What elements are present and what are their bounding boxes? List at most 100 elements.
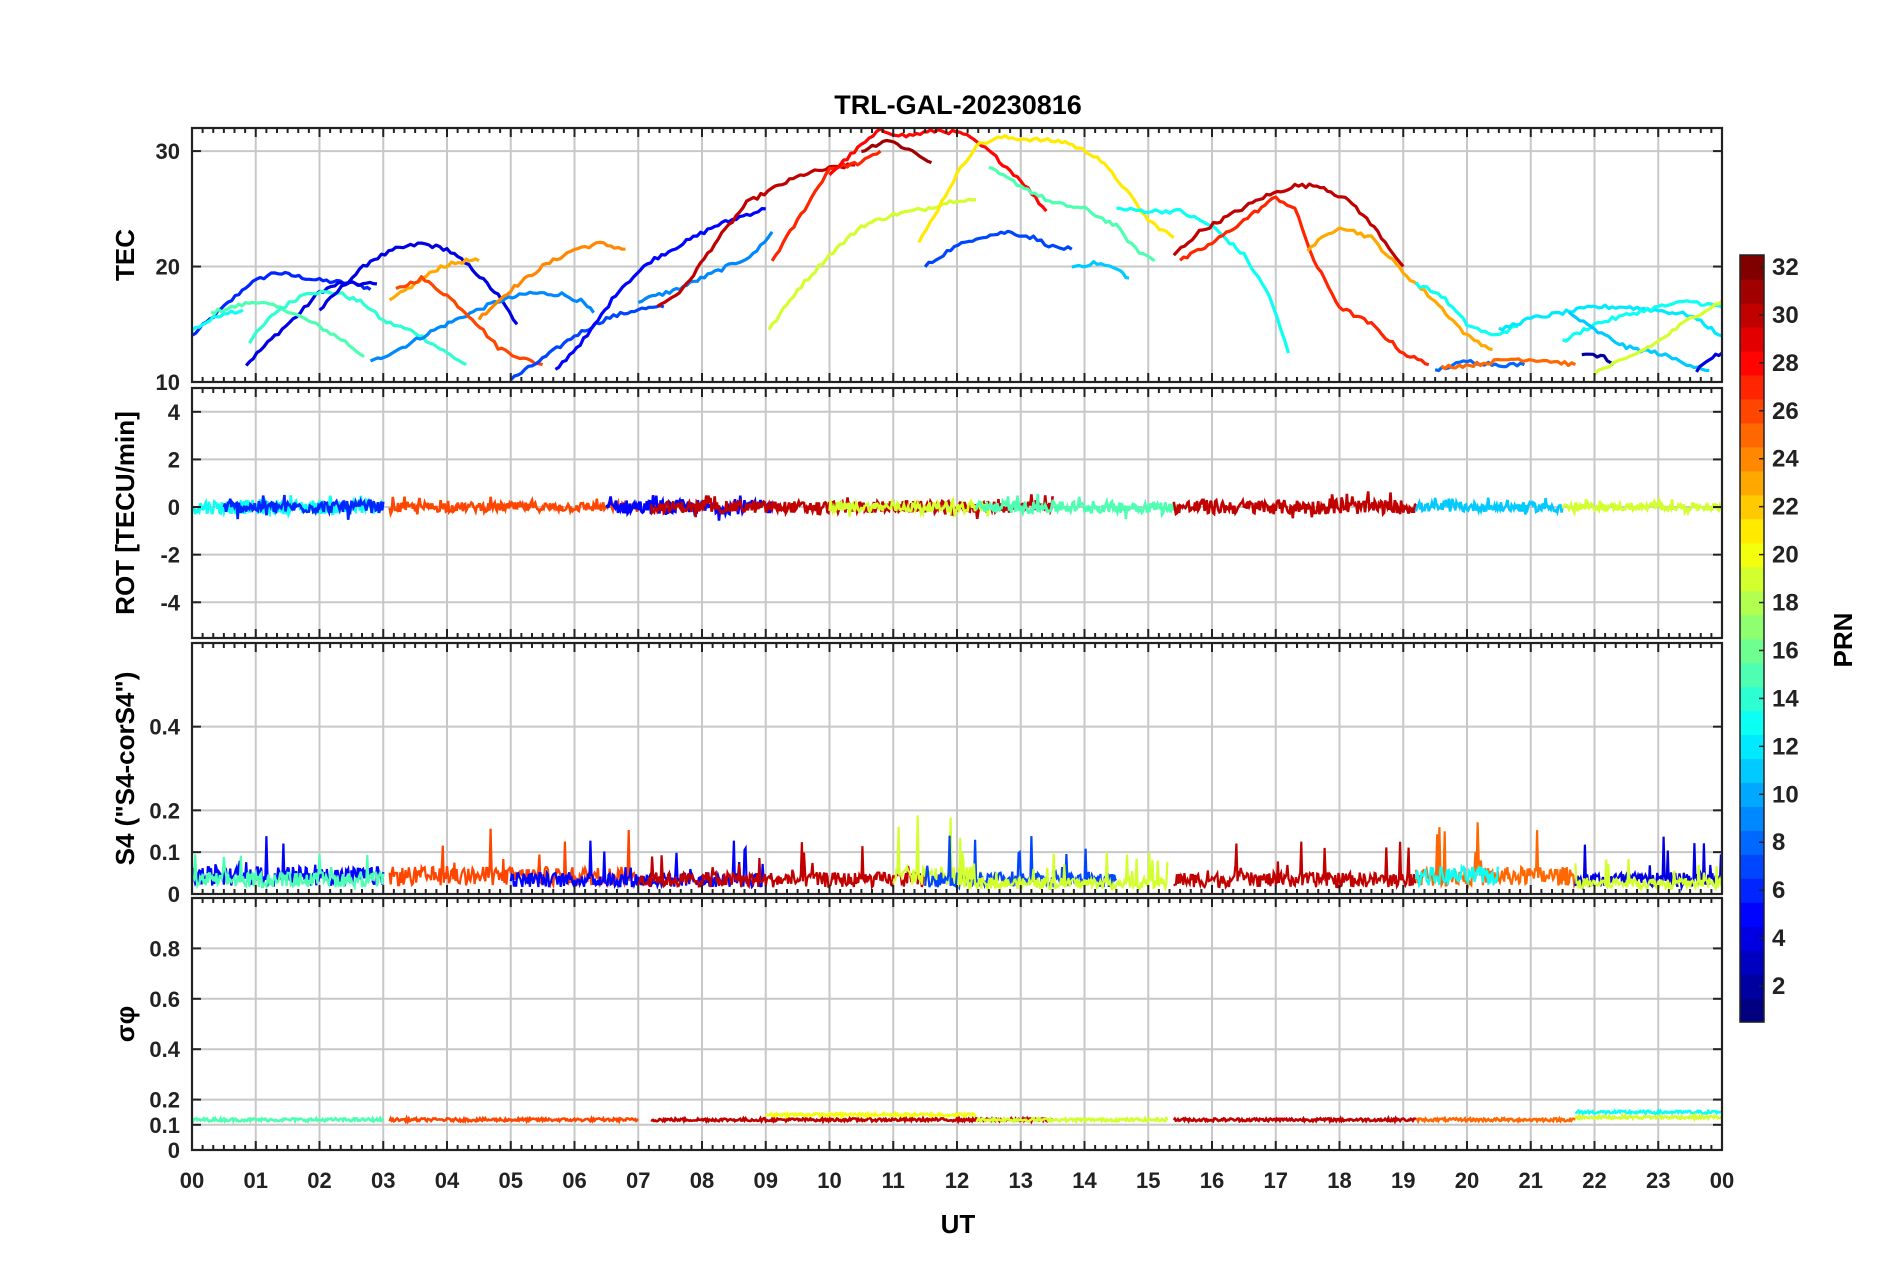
tec-series-prn-14 [248, 289, 467, 367]
rot-series-prn-11 [1414, 497, 1564, 517]
x-tick-label: 00 [1710, 1168, 1734, 1193]
colorbar-label: PRN [1828, 613, 1858, 668]
x-tick-label: 04 [435, 1168, 460, 1193]
colorbar-tick-label: 14 [1772, 685, 1799, 712]
colorbar-tick-label: 22 [1772, 494, 1799, 521]
colorbar-frame [1739, 254, 1765, 1023]
colorbar-tick-label: 28 [1772, 350, 1799, 377]
tec-series-prn-2 [1581, 352, 1615, 367]
s4-series-prn-19 [1574, 858, 1722, 893]
tec-y-tick-label: 30 [156, 139, 180, 164]
sigma_phi-y-tick-label: 0.1 [149, 1113, 180, 1138]
x-tick-label: 21 [1519, 1168, 1543, 1193]
tec-series-prn-9 [637, 230, 774, 304]
x-tick-label: 10 [817, 1168, 841, 1193]
colorbar-tick-label: 24 [1772, 446, 1799, 473]
s4-y-tick-label: 0.1 [149, 840, 180, 865]
tec-series-prn-26 [395, 275, 544, 367]
colorbar-swatch [1740, 662, 1764, 688]
colorbar-swatch [1740, 374, 1764, 400]
sigma_phi-y-tick-label: 0.6 [149, 987, 180, 1012]
colorbar-swatch [1740, 758, 1764, 783]
tec-series-prn-4 [318, 241, 519, 326]
rot-y-tick-label: 2 [168, 447, 180, 472]
x-tick-label: 12 [945, 1168, 969, 1193]
tec-series-prn-27 [1179, 195, 1430, 367]
tec-series-prn-25 [1440, 357, 1577, 371]
sigma_phi-series-prn-26 [388, 1114, 639, 1125]
sigma_phi-y-tick-label: 0.4 [149, 1037, 180, 1062]
x-tick-label: 15 [1136, 1168, 1160, 1193]
colorbar-swatch [1740, 614, 1764, 640]
sigma_phi-y-tick-label: 0.2 [149, 1088, 180, 1113]
rot-data [192, 491, 1722, 521]
s4-series-prn-5 [192, 836, 385, 888]
colorbar-swatch [1740, 806, 1764, 831]
tec-series-prn-23 [1306, 226, 1493, 352]
sigma_phi-series-prn-25 [1415, 1115, 1576, 1125]
sigma_phi-panel: 00.10.2 0.4 0.6 0.8 σφ [110, 896, 1724, 1163]
x-tick-label: 06 [562, 1168, 586, 1193]
x-tick-label: 09 [754, 1168, 778, 1193]
rot-panel: -4 -2 0 2 4 ROT [TECU/min] [110, 386, 1724, 640]
s4-series-prn-30 [1173, 841, 1417, 891]
tec-series-prn-6 [192, 270, 372, 337]
colorbar-tick-label: 4 [1772, 925, 1786, 952]
colorbar-swatch [1740, 998, 1764, 1023]
tec-data [192, 128, 1722, 381]
tec-series-prn-28 [828, 128, 1048, 213]
x-tick-label: 17 [1264, 1168, 1288, 1193]
tec-series-prn-9 [369, 290, 595, 363]
tec-series-prn-27 [770, 149, 882, 262]
x-tick-label: 22 [1582, 1168, 1606, 1193]
x-tick-label: 08 [690, 1168, 714, 1193]
rot-series-prn-5 [605, 495, 774, 521]
colorbar-swatch [1740, 710, 1764, 735]
x-tick-label: 07 [626, 1168, 650, 1193]
sigma_phi-series-prn-19 [975, 1115, 1169, 1125]
tec-series-prn-11 [1071, 260, 1130, 280]
tec-series-prn-4 [244, 280, 378, 367]
sigma_phi-series-prn-20 [765, 1110, 977, 1120]
tec-series-prn-30 [1172, 182, 1405, 268]
x-tick-label: 14 [1072, 1168, 1097, 1193]
tec-series-prn-13 [192, 308, 244, 332]
x-tick-label: 02 [307, 1168, 331, 1193]
colorbar-tick-label: 20 [1772, 542, 1799, 569]
tec-series-prn-23 [388, 257, 480, 302]
chart-title: TRL-GAL-20230816 [834, 90, 1082, 120]
x-tick-label: 20 [1455, 1168, 1479, 1193]
sigma_phi-y-tick-label: 0 [168, 1138, 180, 1163]
tec-series-prn-13 [1116, 206, 1291, 354]
colorbar-tick-label: 12 [1772, 733, 1799, 760]
tec-series-prn-24 [477, 240, 626, 321]
tec-series-prn-21 [917, 134, 1175, 244]
s4-series-prn-26 [388, 828, 640, 890]
x-tick-label: 03 [371, 1168, 395, 1193]
colorbar-swatch [1740, 950, 1764, 975]
colorbar-swatch [1740, 422, 1764, 448]
tec-series-prn-19 [767, 197, 977, 331]
tec-series-prn-15 [988, 165, 1156, 263]
x-tick-labels: 00 01 02 03 04 05 06 07 08 09 10 11 12 13 14 15 16 17 18 19… [180, 1168, 1734, 1193]
rot-y-tick-label: 4 [168, 400, 181, 425]
tec-series-prn-7 [923, 229, 1073, 268]
tec-panel: 10 20 30 TEC [110, 126, 1724, 395]
sigma_phi-series-prn-13 [1574, 1107, 1722, 1117]
colorbar-swatch [1740, 854, 1764, 879]
rot-y-tick-label: 0 [168, 495, 180, 520]
colorbar-tick-label: 30 [1772, 302, 1799, 329]
colorbar-tick-label: 2 [1772, 973, 1785, 1000]
rot-series-prn-6 [222, 494, 385, 520]
rot-y-tick-label: -2 [160, 543, 180, 568]
rot-series-prn-15 [974, 493, 1176, 520]
s4-series-prn-19 [956, 852, 1169, 893]
s4-series-prn-13 [1414, 863, 1500, 889]
colorbar-tick-label: 8 [1772, 829, 1785, 856]
tec-y-tick-label: 10 [156, 370, 180, 395]
x-tick-label: 01 [244, 1168, 268, 1193]
colorbar-swatch [1740, 326, 1764, 352]
tec-y-tick-label: 20 [156, 255, 180, 280]
tec-series-prn-13 [1562, 299, 1722, 343]
